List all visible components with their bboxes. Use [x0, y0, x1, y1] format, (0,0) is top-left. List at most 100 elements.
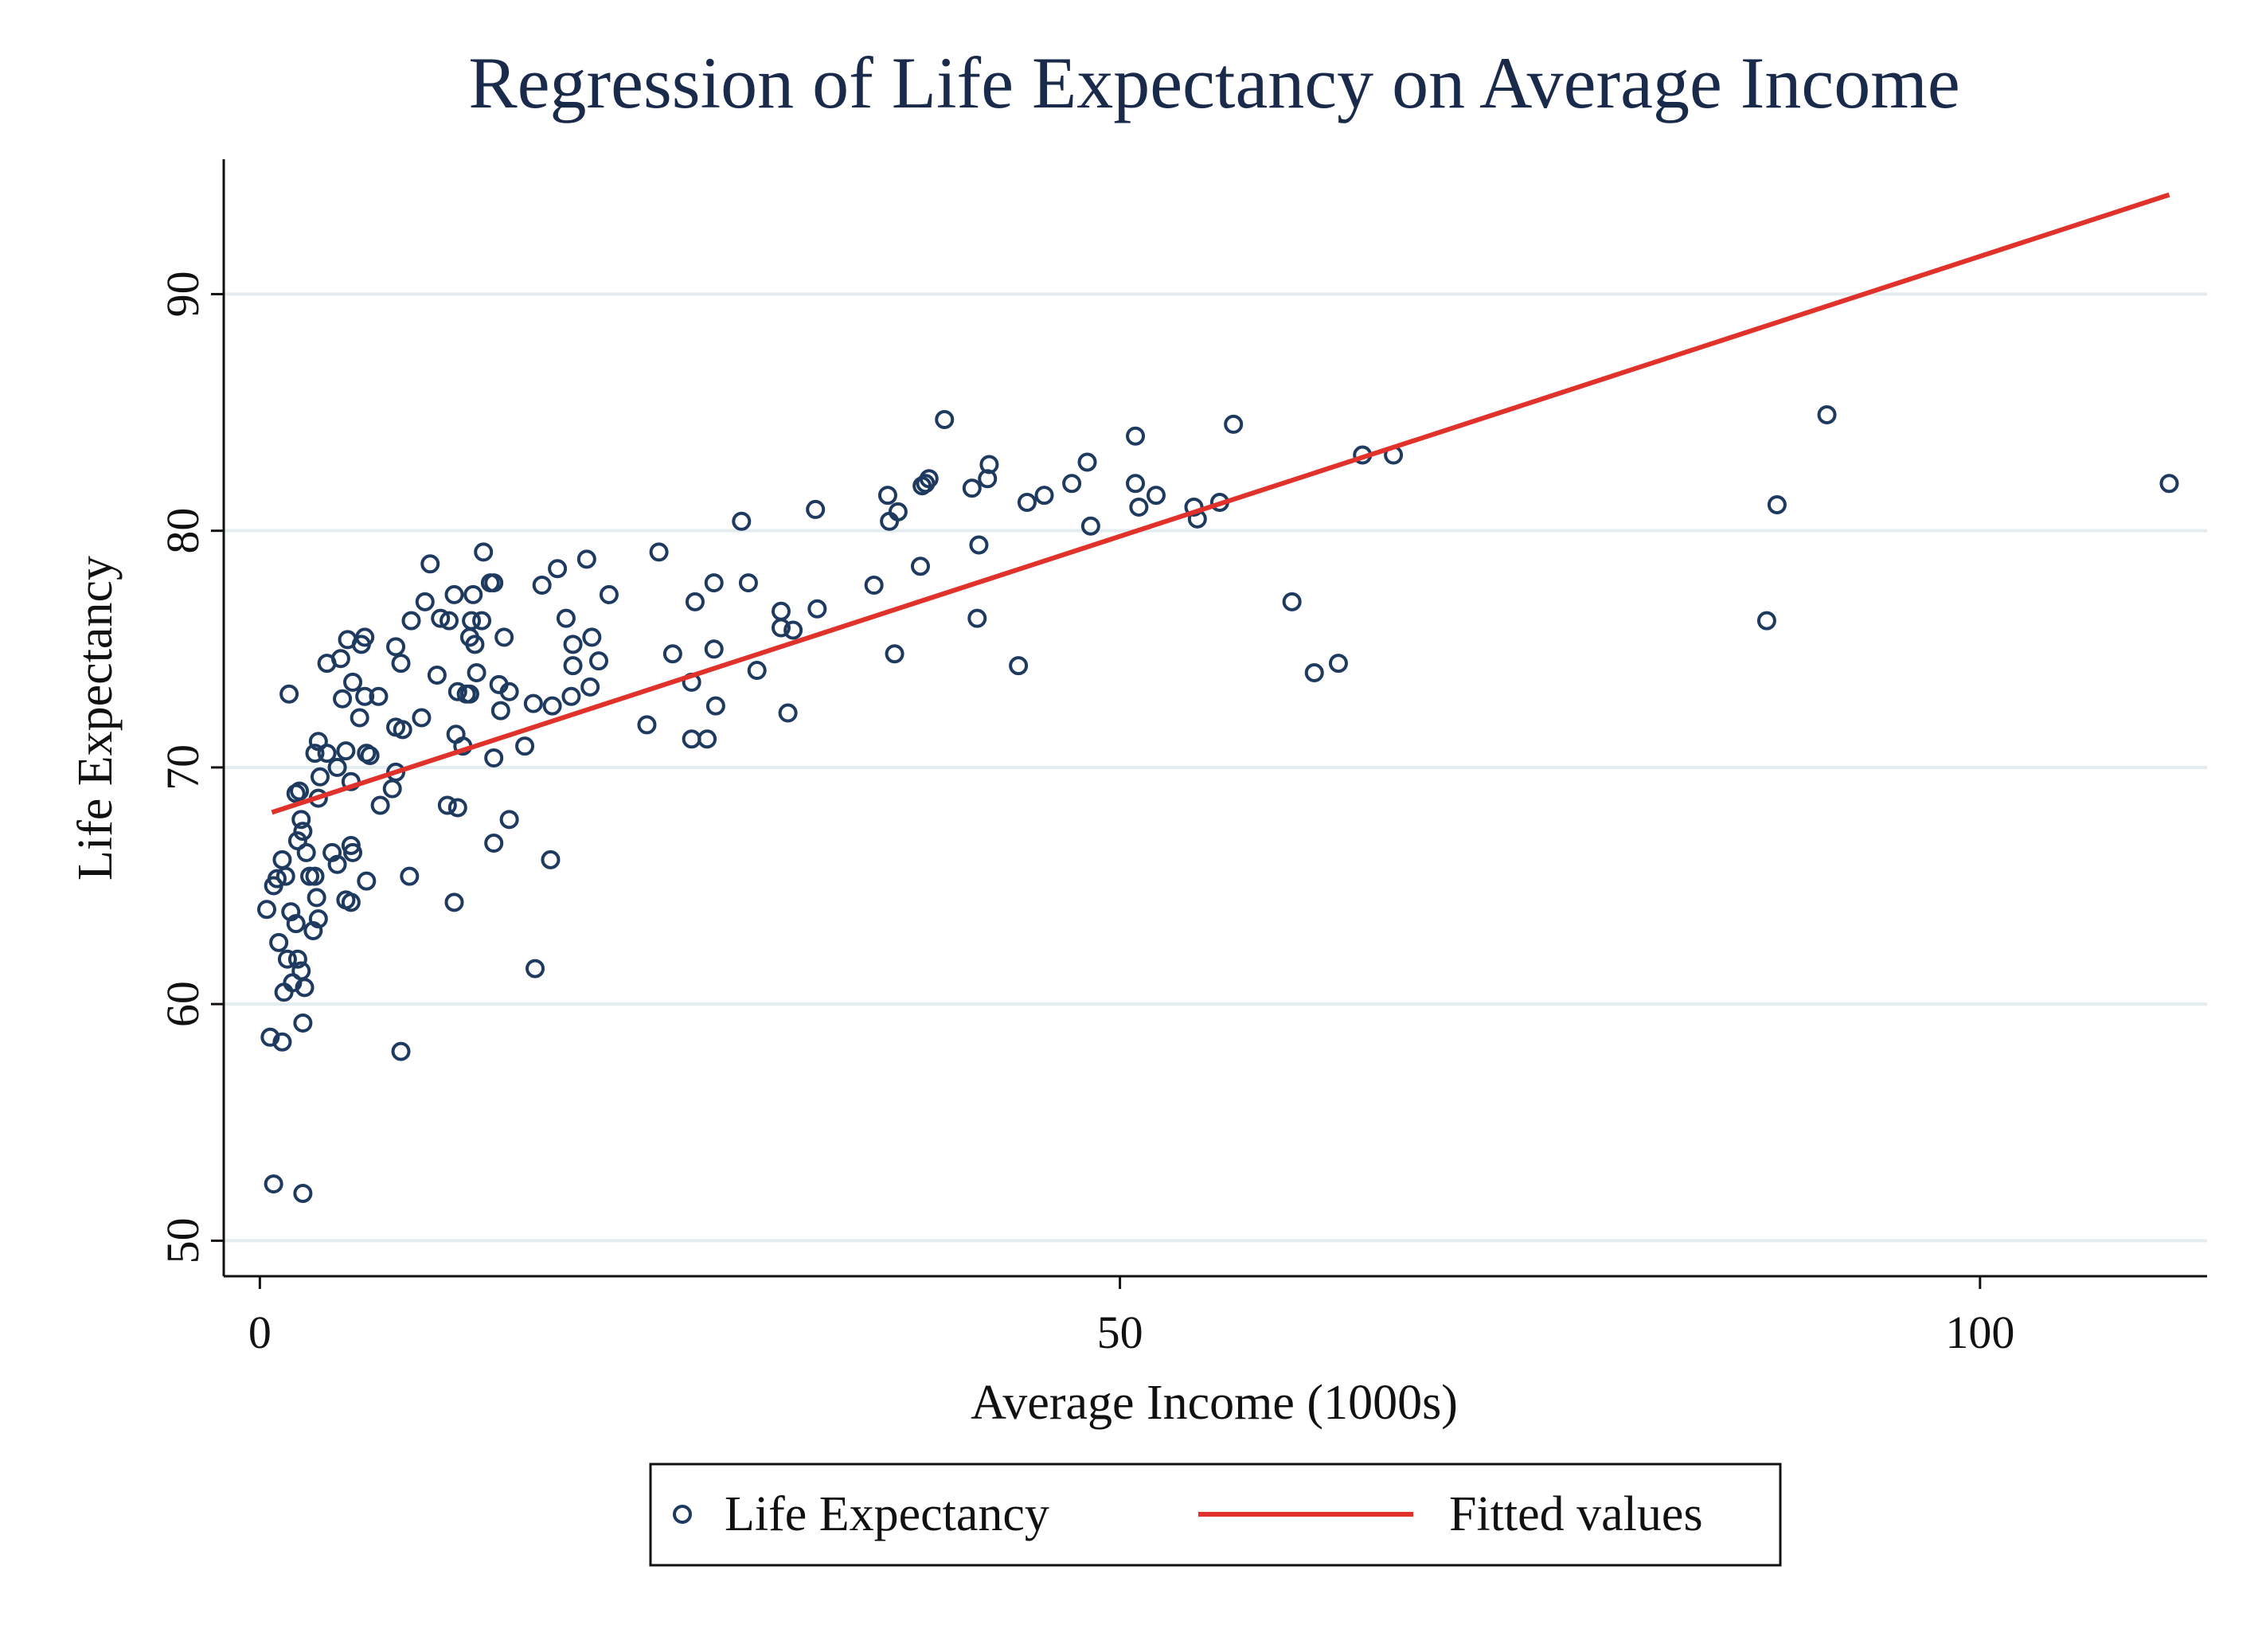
scatter-point — [277, 949, 297, 969]
scatter-point — [697, 729, 717, 749]
scatter-point — [257, 900, 277, 920]
scatter-point — [293, 1183, 313, 1203]
scatter-point — [343, 672, 363, 692]
scatter-point — [885, 644, 904, 664]
scatter-point — [382, 779, 402, 799]
legend-label: Life Expectancy — [725, 1487, 1049, 1541]
scatter-point — [662, 644, 682, 664]
scatter-point — [919, 469, 939, 489]
scatter-point — [291, 810, 311, 830]
scatter-point — [1328, 654, 1348, 674]
scatter-point — [275, 866, 295, 886]
scatter-point — [391, 1041, 411, 1061]
x-axis-label: Average Income (1000s) — [971, 1376, 1458, 1430]
scatter-point — [532, 576, 552, 596]
legend-box — [649, 1463, 1782, 1567]
scatter-point — [391, 654, 411, 674]
scatter-point — [463, 584, 483, 604]
scatter-point — [264, 1174, 283, 1194]
scatter-point — [474, 542, 494, 562]
scatter-point — [437, 795, 457, 815]
scatter-point — [355, 686, 375, 706]
scatter-point — [1767, 494, 1787, 514]
scatter-point — [447, 681, 467, 701]
scatter-point — [327, 854, 347, 874]
legend-swatch — [673, 1505, 692, 1524]
scatter-point — [333, 689, 353, 709]
scatter-point — [484, 834, 504, 853]
scatter-point — [472, 611, 492, 631]
y-tick-label: 90 — [157, 271, 209, 317]
scatter-point — [295, 978, 315, 998]
scatter-point — [704, 639, 724, 659]
y-tick-label: 60 — [157, 981, 209, 1027]
scatter-point — [369, 686, 389, 706]
scatter-point — [962, 478, 982, 498]
scatter-point — [582, 627, 602, 647]
scatter-point — [771, 618, 791, 638]
scatter-point — [308, 909, 328, 929]
scatter-point — [888, 502, 908, 521]
scatter-point — [401, 611, 421, 631]
y-tick-label: 50 — [157, 1217, 209, 1263]
scatter-point — [393, 720, 412, 740]
scatter-point — [910, 557, 930, 576]
scatter-point — [542, 696, 562, 716]
scatter-point — [1034, 486, 1054, 506]
scatter-point — [307, 888, 326, 908]
scatter-point — [580, 677, 600, 697]
scatter-point — [415, 592, 435, 611]
scatter-point — [355, 627, 375, 647]
scatter-point — [563, 656, 583, 676]
scatter-point — [444, 892, 464, 912]
scatter-point — [1146, 486, 1166, 506]
scatter-point — [685, 592, 705, 611]
legend-label: Fitted values — [1449, 1487, 1703, 1541]
scatter-point — [357, 871, 377, 891]
scatter-point — [732, 511, 752, 531]
scatter-point — [494, 627, 514, 647]
scatter-point — [807, 599, 827, 619]
scatter-point — [431, 608, 451, 628]
scatter-point — [400, 866, 420, 886]
scatter-point — [279, 684, 299, 704]
scatter-point — [341, 892, 361, 912]
scatter-point — [462, 611, 482, 631]
scatter-point — [588, 651, 608, 671]
scatter-point — [1184, 497, 1204, 517]
scatter-point — [778, 703, 798, 723]
fitted-line — [271, 192, 2170, 815]
x-tick-label: 100 — [1945, 1306, 2014, 1358]
scatter-point — [272, 1032, 292, 1052]
scatter-point — [360, 746, 380, 766]
scatter-point — [704, 573, 724, 593]
x-tick-label: 50 — [1097, 1306, 1143, 1358]
scatter-point — [1009, 656, 1029, 676]
scatter-point — [576, 549, 596, 569]
scatter-point — [525, 959, 545, 978]
scatter-point — [783, 620, 803, 640]
scatter-point — [1304, 663, 1324, 683]
scatter-point — [637, 715, 657, 735]
y-axis-label: Life Expectancy — [68, 556, 123, 881]
scatter-point — [350, 708, 369, 728]
y-tick-label: 70 — [157, 744, 209, 791]
scatter-point — [281, 902, 301, 922]
scatter-point — [386, 637, 406, 657]
scatter-point — [370, 795, 390, 815]
scatter-point — [467, 663, 486, 683]
scatter-point — [541, 849, 561, 869]
scatter-point — [864, 576, 884, 596]
x-tick-label: 0 — [248, 1306, 272, 1358]
scatter-point — [317, 744, 337, 764]
scatter-point — [327, 757, 347, 777]
scatter-point — [747, 661, 767, 681]
scatter-point — [267, 869, 287, 888]
scatter-point — [877, 486, 897, 506]
scatter-point — [499, 810, 519, 830]
scatter-point — [305, 744, 325, 764]
scatter-point — [287, 949, 307, 969]
scatter-point — [1224, 414, 1244, 434]
